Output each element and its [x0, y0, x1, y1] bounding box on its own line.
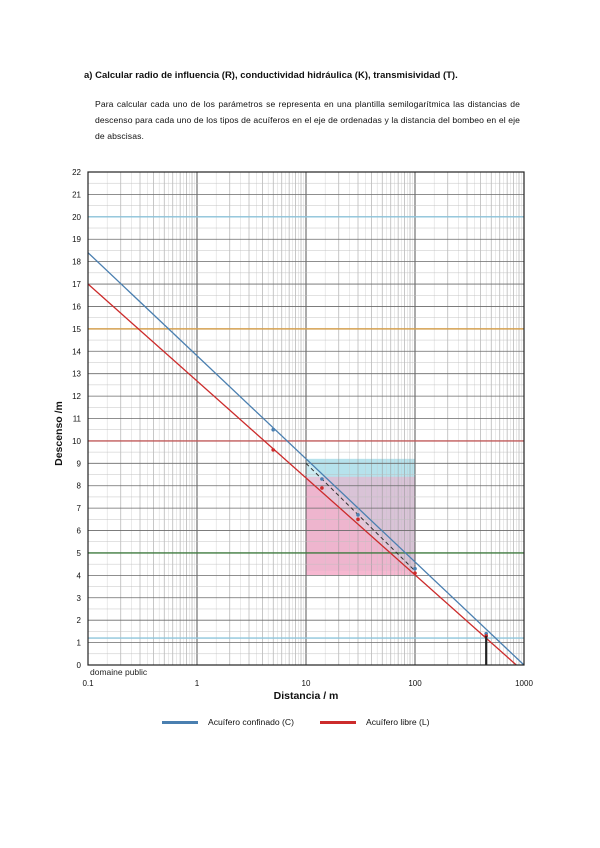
- data-point-libre: [320, 486, 324, 490]
- shaded-regions: [306, 458, 415, 576]
- y-tick-label: 19: [72, 235, 81, 244]
- reference-lines: [88, 216, 524, 639]
- y-tick-label: 7: [77, 504, 82, 513]
- y-tick-label: 10: [72, 437, 81, 446]
- y-tick-label: 14: [72, 347, 81, 356]
- chart-legend: Acuífero confinado (C) Acuífero libre (L…: [0, 717, 600, 733]
- x-axis-title: Distancia / m: [274, 690, 339, 702]
- y-tick-label: 9: [77, 459, 82, 468]
- legend-item-confinado: Acuífero confinado (C): [162, 717, 294, 727]
- series-line-confinado: [87, 252, 525, 666]
- series-lines: [87, 252, 525, 666]
- dashed-line: [305, 462, 416, 572]
- data-point-libre: [271, 448, 275, 452]
- data-point-confinado: [271, 427, 275, 432]
- x-tick-label: 1: [195, 679, 200, 688]
- series-line-libre: [87, 283, 517, 666]
- watermark-text: domaine public: [90, 667, 148, 677]
- legend-label-libre: Acuífero libre (L): [366, 717, 430, 727]
- y-tick-label: 21: [72, 190, 81, 199]
- y-tick-label: 20: [72, 213, 81, 222]
- y-tick-label: 6: [77, 527, 82, 536]
- legend-swatch-libre: [320, 720, 356, 724]
- y-tick-label: 2: [77, 616, 82, 625]
- section-heading: a) Calcular radio de influencia (R), con…: [84, 70, 458, 81]
- y-tick-label: 11: [73, 415, 82, 424]
- y-axis-title: Descenso /m: [53, 401, 65, 466]
- x-tick-label: 1000: [515, 679, 533, 688]
- y-tick-label: 4: [77, 571, 82, 580]
- y-tick-label: 16: [72, 302, 81, 311]
- x-tick-label: 100: [408, 679, 422, 688]
- intro-paragraph: Para calcular cada uno de los parámetros…: [95, 99, 520, 141]
- legend-label-confinado: Acuífero confinado (C): [208, 717, 294, 727]
- y-tick-label: 15: [72, 325, 81, 334]
- y-tick-label: 5: [77, 549, 82, 558]
- legend-item-libre: Acuífero libre (L): [320, 717, 430, 727]
- y-tick-label: 3: [77, 594, 82, 603]
- data-point-confinado: [356, 513, 360, 517]
- y-tick-label: 0: [77, 661, 82, 670]
- y-tick-label: 1: [77, 639, 82, 648]
- data-point-libre: [356, 517, 360, 522]
- y-tick-label: 12: [72, 392, 81, 401]
- x-tick-label: 0.1: [82, 679, 94, 688]
- data-point-confinado: [413, 566, 417, 571]
- y-tick-label: 18: [72, 258, 81, 267]
- y-tick-label: 13: [72, 370, 81, 379]
- grid-lines: [87, 171, 525, 666]
- plot-frame: [87, 171, 525, 666]
- data-point-libre: [413, 571, 417, 575]
- y-tick-label: 8: [77, 482, 82, 491]
- x-tick-label: 10: [302, 679, 311, 688]
- y-tick-label: 17: [72, 280, 81, 289]
- axes: [87, 171, 525, 666]
- y-tick-label: 22: [72, 168, 81, 177]
- data-point-confinado: [320, 477, 324, 481]
- legend-swatch-confinado: [162, 720, 198, 724]
